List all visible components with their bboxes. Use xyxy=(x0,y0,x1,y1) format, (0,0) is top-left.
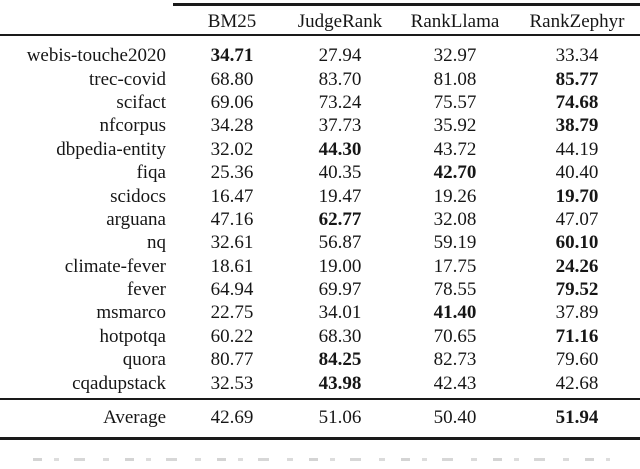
cell-value: 47.07 xyxy=(555,208,599,230)
cell-value: 71.16 xyxy=(555,325,599,347)
cell-value: 69.97 xyxy=(318,279,362,301)
row-label: climate-fever xyxy=(64,255,166,277)
cell-value: 50.40 xyxy=(433,406,477,428)
row-label: scifact xyxy=(116,91,166,113)
cell-value: 69.06 xyxy=(210,91,254,113)
cell-value: 75.57 xyxy=(433,91,477,113)
cell-value: 42.68 xyxy=(555,372,599,394)
cell-value: 74.68 xyxy=(555,91,599,113)
cell-value: 37.73 xyxy=(318,115,362,137)
cell-value: 34.28 xyxy=(210,115,254,137)
cell-value: 18.61 xyxy=(210,255,254,277)
cell-value: 51.94 xyxy=(555,406,599,428)
cell-value: 80.77 xyxy=(210,349,254,371)
row-label: webis-touche2020 xyxy=(26,45,166,67)
cell-value: 56.87 xyxy=(318,232,362,254)
cell-value: 22.75 xyxy=(210,302,254,324)
cell-value: 32.61 xyxy=(210,232,254,254)
cell-value: 82.73 xyxy=(433,349,477,371)
cell-value: 32.97 xyxy=(433,45,477,67)
cell-value: 68.30 xyxy=(318,325,362,347)
column-header: JudgeRank xyxy=(297,10,383,32)
cell-value: 34.01 xyxy=(318,302,362,324)
cell-value: 16.47 xyxy=(210,185,254,207)
cell-value: 19.26 xyxy=(433,185,477,207)
table-body: webis-touche2020 34.71 27.94 32.97 33.34 trec… xyxy=(0,44,640,395)
cell-value: 32.08 xyxy=(433,208,477,230)
row-label: cqadupstack xyxy=(72,372,166,394)
cell-value: 47.16 xyxy=(210,208,254,230)
cell-value: 24.26 xyxy=(555,255,599,277)
cell-value: 73.24 xyxy=(318,91,362,113)
cell-value: 17.75 xyxy=(433,255,477,277)
cell-value: 40.40 xyxy=(555,162,599,184)
cell-value: 32.53 xyxy=(210,372,254,394)
cell-value: 79.60 xyxy=(555,349,599,371)
average-row: Average 42.69 51.06 50.40 51.94 xyxy=(0,402,640,432)
cell-value: 37.89 xyxy=(555,302,599,324)
table-header-row: BM25 JudgeRank RankLlama RankZephyr xyxy=(0,8,640,34)
cell-value: 41.40 xyxy=(433,302,477,324)
cell-value: 42.70 xyxy=(433,162,477,184)
row-label: fiqa xyxy=(136,162,166,184)
cell-value: 70.65 xyxy=(433,325,477,347)
row-label: msmarco xyxy=(96,302,166,324)
cell-value: 44.19 xyxy=(555,138,599,160)
cell-value: 43.72 xyxy=(433,138,477,160)
row-label: trec-covid xyxy=(88,68,166,90)
cell-value: 33.34 xyxy=(555,45,599,67)
row-label: quora xyxy=(122,349,166,371)
cell-value: 32.02 xyxy=(210,138,254,160)
column-header: RankZephyr xyxy=(529,10,625,32)
bottom-rule xyxy=(0,436,640,440)
cell-value: 78.55 xyxy=(433,279,477,301)
cell-value: 81.08 xyxy=(433,68,477,90)
clipped-caption-fragments xyxy=(33,458,610,463)
cell-value: 42.43 xyxy=(433,372,477,394)
cell-value: 85.77 xyxy=(555,68,599,90)
cell-value: 35.92 xyxy=(433,115,477,137)
cell-value: 59.19 xyxy=(433,232,477,254)
cell-value: 40.35 xyxy=(318,162,362,184)
column-header: BM25 xyxy=(207,10,257,32)
cell-value: 83.70 xyxy=(318,68,362,90)
cell-value: 38.79 xyxy=(555,115,599,137)
cell-value: 42.69 xyxy=(210,406,254,428)
cell-value: 44.30 xyxy=(318,138,362,160)
cell-value: 84.25 xyxy=(318,349,362,371)
row-label: Average xyxy=(103,406,166,428)
cell-value: 25.36 xyxy=(210,162,254,184)
row-label: nfcorpus xyxy=(99,115,166,137)
row-label: arguana xyxy=(106,208,166,230)
cell-value: 19.00 xyxy=(318,255,362,277)
header-rule xyxy=(0,33,640,36)
column-header: RankLlama xyxy=(410,10,500,32)
cell-value: 43.98 xyxy=(318,372,362,394)
cell-value: 62.77 xyxy=(318,208,362,230)
cell-value: 34.71 xyxy=(210,45,254,67)
cell-value: 68.80 xyxy=(210,68,254,90)
cell-value: 64.94 xyxy=(210,279,254,301)
cell-value: 60.22 xyxy=(210,325,254,347)
cell-value: 27.94 xyxy=(318,45,362,67)
row-label: scidocs xyxy=(110,185,166,207)
cell-value: 19.47 xyxy=(318,185,362,207)
cell-value: 51.06 xyxy=(318,406,362,428)
cell-value: 60.10 xyxy=(555,232,599,254)
row-label: dbpedia-entity xyxy=(56,138,166,160)
top-rule xyxy=(173,3,640,6)
mid-rule xyxy=(0,397,640,400)
cell-value: 79.52 xyxy=(555,279,599,301)
row-label: hotpotqa xyxy=(99,325,167,347)
row-label: fever xyxy=(126,279,166,301)
cell-value: 19.70 xyxy=(555,185,599,207)
row-label: nq xyxy=(147,232,166,254)
